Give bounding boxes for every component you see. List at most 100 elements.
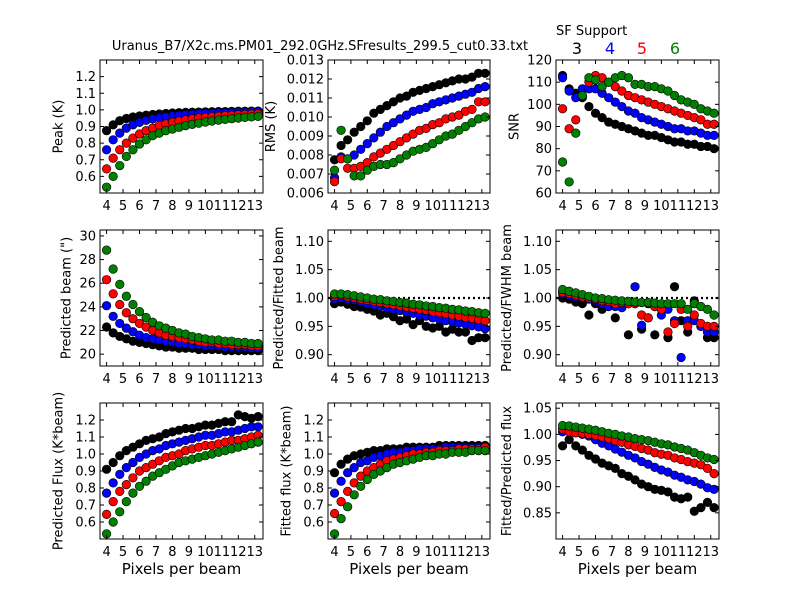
data-point-support-6 xyxy=(115,279,125,290)
y-tick-label: 1.00 xyxy=(523,428,552,443)
data-point-support-5 xyxy=(467,104,477,114)
data-point-support-3 xyxy=(336,140,346,151)
data-point-support-6 xyxy=(134,481,145,491)
data-point-support-4 xyxy=(676,352,686,363)
y-tick-label: 0.9 xyxy=(303,465,324,480)
y-tick-label: 1.0 xyxy=(75,448,96,463)
data-point-support-5 xyxy=(480,97,490,107)
subplot-7: 4 5 6 7 8 9 10 11 12 13 0.6 0.7 0.8 0.9 1.0 1.1 1.2 Predi… xyxy=(52,392,264,578)
data-point-support-3 xyxy=(227,417,237,427)
data-point-support-4 xyxy=(369,133,379,143)
y-tick-label: 24 xyxy=(79,300,96,315)
data-point-support-6 xyxy=(115,507,125,517)
data-point-support-6 xyxy=(121,497,131,507)
data-point-support-3 xyxy=(564,435,574,445)
axes-frame xyxy=(99,229,264,367)
data-point-support-5 xyxy=(121,138,131,148)
y-tick-label: 0.8 xyxy=(75,482,96,497)
legend-entry-5: 5 xyxy=(637,39,647,58)
x-tick-label: 6 xyxy=(591,545,599,560)
y-tick-label: 1.1 xyxy=(75,431,96,446)
data-point-support-5 xyxy=(329,177,340,187)
x-tick-label: 7 xyxy=(152,372,160,387)
data-point-support-5 xyxy=(329,508,340,519)
data-point-support-4 xyxy=(101,145,112,155)
x-tick-label: 6 xyxy=(363,372,371,387)
y-tick-label: 1.0 xyxy=(75,103,96,118)
x-tick-label: 10 xyxy=(424,199,441,214)
y-axis-label: Peak (K) xyxy=(52,100,67,154)
y-tick-label: 1.2 xyxy=(75,414,96,429)
data-point-support-6 xyxy=(343,154,353,164)
data-point-support-5 xyxy=(643,313,653,323)
data-point-support-5 xyxy=(709,469,719,479)
x-tick-label: 5 xyxy=(119,372,127,387)
x-tick-label: 11 xyxy=(441,199,458,214)
data-point-support-4 xyxy=(343,468,353,478)
x-tick-label: 5 xyxy=(575,545,583,560)
data-point-support-6 xyxy=(689,99,699,109)
subplot-5: 4 5 6 7 8 9 10 11 12 13 0.90 0.95 1.00 1.05 1.10 Predic… xyxy=(272,226,491,387)
y-tick-label: 0.90 xyxy=(523,348,552,363)
y-tick-label: 0.7 xyxy=(75,499,96,514)
x-tick-label: 4 xyxy=(558,545,566,560)
x-tick-label: 5 xyxy=(119,545,127,560)
data-point-support-6 xyxy=(128,299,138,310)
data-point-support-3 xyxy=(702,497,713,507)
x-tick-label: 10 xyxy=(197,199,214,214)
y-tick-label: 1.2 xyxy=(303,414,324,429)
data-points xyxy=(557,70,719,187)
data-point-support-3 xyxy=(108,120,118,130)
data-point-support-3 xyxy=(336,459,346,469)
data-point-support-6 xyxy=(253,111,263,121)
subplot-9: 4 5 6 7 8 9 10 11 12 13 0.85 0.90 0.95 1.00 1.05 Fitted… xyxy=(500,402,720,578)
legend-title: SF Support xyxy=(556,24,627,39)
y-tick-label: 0.6 xyxy=(75,170,96,185)
data-point-support-3 xyxy=(108,457,118,468)
x-tick-label: 4 xyxy=(330,545,338,560)
data-point-support-3 xyxy=(590,454,601,464)
data-point-support-5 xyxy=(115,145,125,155)
y-tick-label: 22 xyxy=(79,324,96,339)
data-point-support-6 xyxy=(709,310,719,320)
y-tick-label: 0.95 xyxy=(295,320,324,335)
y-tick-label: 20 xyxy=(79,348,96,363)
x-tick-label: 4 xyxy=(102,199,110,214)
y-axis-label: Predicted/Fitted beam xyxy=(272,226,287,369)
data-point-support-3 xyxy=(610,313,620,323)
x-tick-label: 10 xyxy=(424,372,441,387)
data-point-support-4 xyxy=(630,282,640,292)
data-point-support-4 xyxy=(480,324,490,334)
x-tick-label: 8 xyxy=(396,199,404,214)
x-tick-label: 7 xyxy=(379,545,387,560)
y-tick-label: 110 xyxy=(527,76,552,91)
x-tick-label: 11 xyxy=(214,199,231,214)
x-tick-label: 4 xyxy=(330,199,338,214)
data-point-support-3 xyxy=(343,135,353,145)
y-tick-label: 1.05 xyxy=(523,402,552,417)
data-point-support-4 xyxy=(356,144,366,154)
data-point-support-5 xyxy=(115,486,125,497)
y-tick-label: 0.006 xyxy=(287,187,324,202)
data-point-support-3 xyxy=(329,468,340,478)
data-point-support-6 xyxy=(343,502,353,512)
data-points xyxy=(557,420,719,516)
x-tick-label: 12 xyxy=(686,545,703,560)
data-point-support-5 xyxy=(663,327,673,337)
x-tick-label: 5 xyxy=(119,199,127,214)
x-tick-label: 8 xyxy=(624,199,632,214)
subplot-4: 4 5 6 7 8 9 10 11 12 13 20 22 24 26 28 30 Predicted beam… xyxy=(59,229,264,387)
x-tick-label: 8 xyxy=(168,372,176,387)
data-point-support-6 xyxy=(590,75,601,85)
data-point-support-5 xyxy=(128,473,138,483)
data-points xyxy=(101,245,263,356)
data-point-support-6 xyxy=(709,454,719,465)
axes-frame xyxy=(327,59,491,194)
y-axis-label: Fitted flux (K*beam) xyxy=(280,405,295,536)
data-point-support-6 xyxy=(128,488,138,498)
data-point-support-4 xyxy=(115,128,125,138)
y-tick-label: 80 xyxy=(535,142,552,157)
data-point-support-6 xyxy=(564,177,574,187)
y-tick-label: 0.85 xyxy=(523,506,552,521)
data-point-support-6 xyxy=(134,139,145,149)
